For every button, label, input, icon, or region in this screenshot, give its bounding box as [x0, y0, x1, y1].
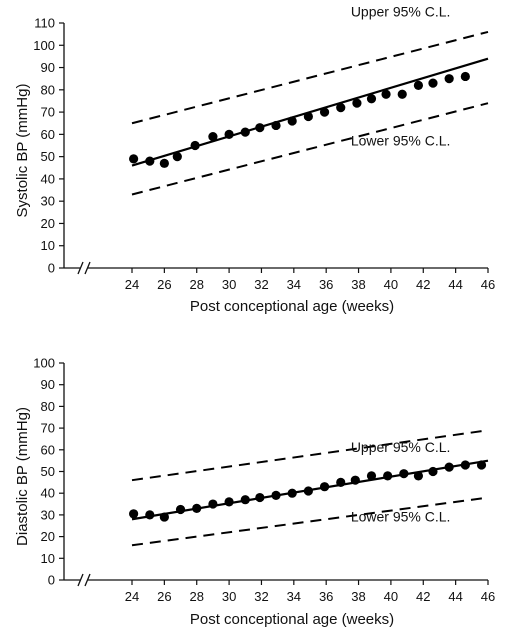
systolic-data-point: [208, 131, 218, 142]
diastolic-x-axis-title: Post conceptional age (weeks): [190, 611, 394, 628]
systolic-x-tick-label: 44: [448, 277, 462, 292]
systolic-upper-limit-line: [131, 30, 489, 125]
diastolic-upper-cl-label: Upper 95% C.L.: [351, 439, 451, 455]
diastolic-x-tick-label: 32: [254, 589, 268, 604]
diastolic-lower-limit-line: [131, 496, 489, 547]
diastolic-y-axis-title: Diastolic BP (mmHg): [14, 407, 31, 546]
diastolic-y-tick-label: 0: [48, 573, 55, 588]
systolic-axis-break-mark: [77, 261, 84, 275]
systolic-y-tick-label: 90: [41, 60, 55, 75]
systolic-x-tick-label: 34: [287, 277, 301, 292]
diastolic-data-point: [129, 509, 139, 519]
systolic-x-tick-label: 36: [319, 277, 333, 292]
diastolic-axis-break-gap: [80, 574, 88, 586]
systolic-data-point: [172, 152, 182, 162]
systolic-data-point: [159, 158, 169, 168]
systolic-x-tick-label: 30: [222, 277, 236, 292]
systolic-data-point: [336, 103, 346, 113]
diastolic-y-tick-label: 100: [33, 356, 55, 371]
diastolic-y-tick-label: 50: [41, 464, 55, 479]
systolic-x-tick-label: 32: [254, 277, 268, 292]
systolic-data-point: [381, 89, 391, 99]
systolic-data-point: [444, 74, 454, 84]
diastolic-lower-cl-label: Lower 95% C.L.: [351, 508, 451, 524]
systolic-y-tick-label: 0: [48, 261, 55, 276]
systolic-axis-break-mark: [84, 261, 91, 275]
systolic-upper-cl-label: Upper 95% C.L.: [351, 3, 451, 19]
systolic-regression-line: [131, 57, 489, 167]
diastolic-y-tick-label: 20: [41, 529, 55, 544]
diastolic-regression-line: [131, 459, 489, 521]
diastolic-upper-limit-line: [131, 429, 489, 482]
diastolic-y-tick-label: 30: [41, 507, 55, 522]
systolic-x-axis-title: Post conceptional age (weeks): [190, 298, 394, 315]
systolic-x-tick-label: 38: [351, 277, 365, 292]
diastolic-x-tick-label: 34: [287, 589, 301, 604]
diastolic-y-tick-label: 60: [41, 442, 55, 457]
systolic-data-point: [428, 78, 438, 88]
systolic-x-tick-label: 28: [189, 277, 203, 292]
systolic-y-tick-label: 20: [41, 216, 55, 231]
systolic-y-tick-label: 10: [41, 238, 55, 253]
systolic-y-tick-label: 100: [33, 38, 55, 53]
diastolic-x-tick-label: 44: [448, 589, 462, 604]
systolic-y-tick-label: 50: [41, 149, 55, 164]
systolic-y-tick-label: 80: [41, 82, 55, 97]
diastolic-y-tick-label: 40: [41, 486, 55, 501]
systolic-y-axis-title: Systolic BP (mmHg): [14, 84, 31, 218]
systolic-lower-cl-label: Lower 95% C.L.: [351, 133, 451, 149]
diastolic-y-tick-label: 70: [41, 421, 55, 436]
diastolic-y-tick-label: 90: [41, 377, 55, 392]
diastolic-y-tick-label: 10: [41, 551, 55, 566]
systolic-y-tick-label: 60: [41, 127, 55, 142]
diastolic-x-tick-label: 26: [157, 589, 171, 604]
systolic-x-tick-label: 40: [384, 277, 398, 292]
diastolic-y-tick-label: 80: [41, 399, 55, 414]
diastolic-x-tick-label: 30: [222, 589, 236, 604]
systolic-data-point: [366, 94, 377, 104]
systolic-data-point: [352, 98, 362, 108]
diastolic-x-tick-label: 38: [351, 589, 365, 604]
diastolic-x-tick-label: 40: [384, 589, 398, 604]
diastolic-x-tick-label: 36: [319, 589, 333, 604]
systolic-data-point: [397, 89, 407, 99]
diastolic-axis-break-mark: [84, 573, 91, 587]
systolic-y-tick-label: 110: [34, 16, 55, 31]
diastolic-data-point: [366, 471, 377, 481]
diastolic-x-tick-label: 24: [125, 589, 139, 604]
systolic-data-point: [413, 80, 424, 90]
systolic-data-point: [460, 71, 470, 82]
systolic-data-point: [319, 107, 330, 117]
systolic-data-point: [129, 154, 139, 164]
systolic-x-tick-label: 24: [125, 277, 139, 292]
systolic-x-tick-label: 42: [416, 277, 430, 292]
systolic-y-tick-label: 70: [41, 105, 55, 120]
diastolic-axis-break-mark: [77, 573, 84, 587]
diastolic-x-tick-label: 46: [481, 589, 495, 604]
systolic-y-tick-label: 40: [41, 171, 55, 186]
systolic-x-tick-label: 46: [481, 277, 495, 292]
systolic-axis-break-gap: [80, 262, 88, 274]
systolic-y-tick-label: 30: [41, 194, 55, 209]
systolic-x-tick-label: 26: [157, 277, 171, 292]
diastolic-x-tick-label: 42: [416, 589, 430, 604]
systolic-lower-limit-line: [131, 102, 489, 196]
diastolic-x-tick-label: 28: [189, 589, 203, 604]
